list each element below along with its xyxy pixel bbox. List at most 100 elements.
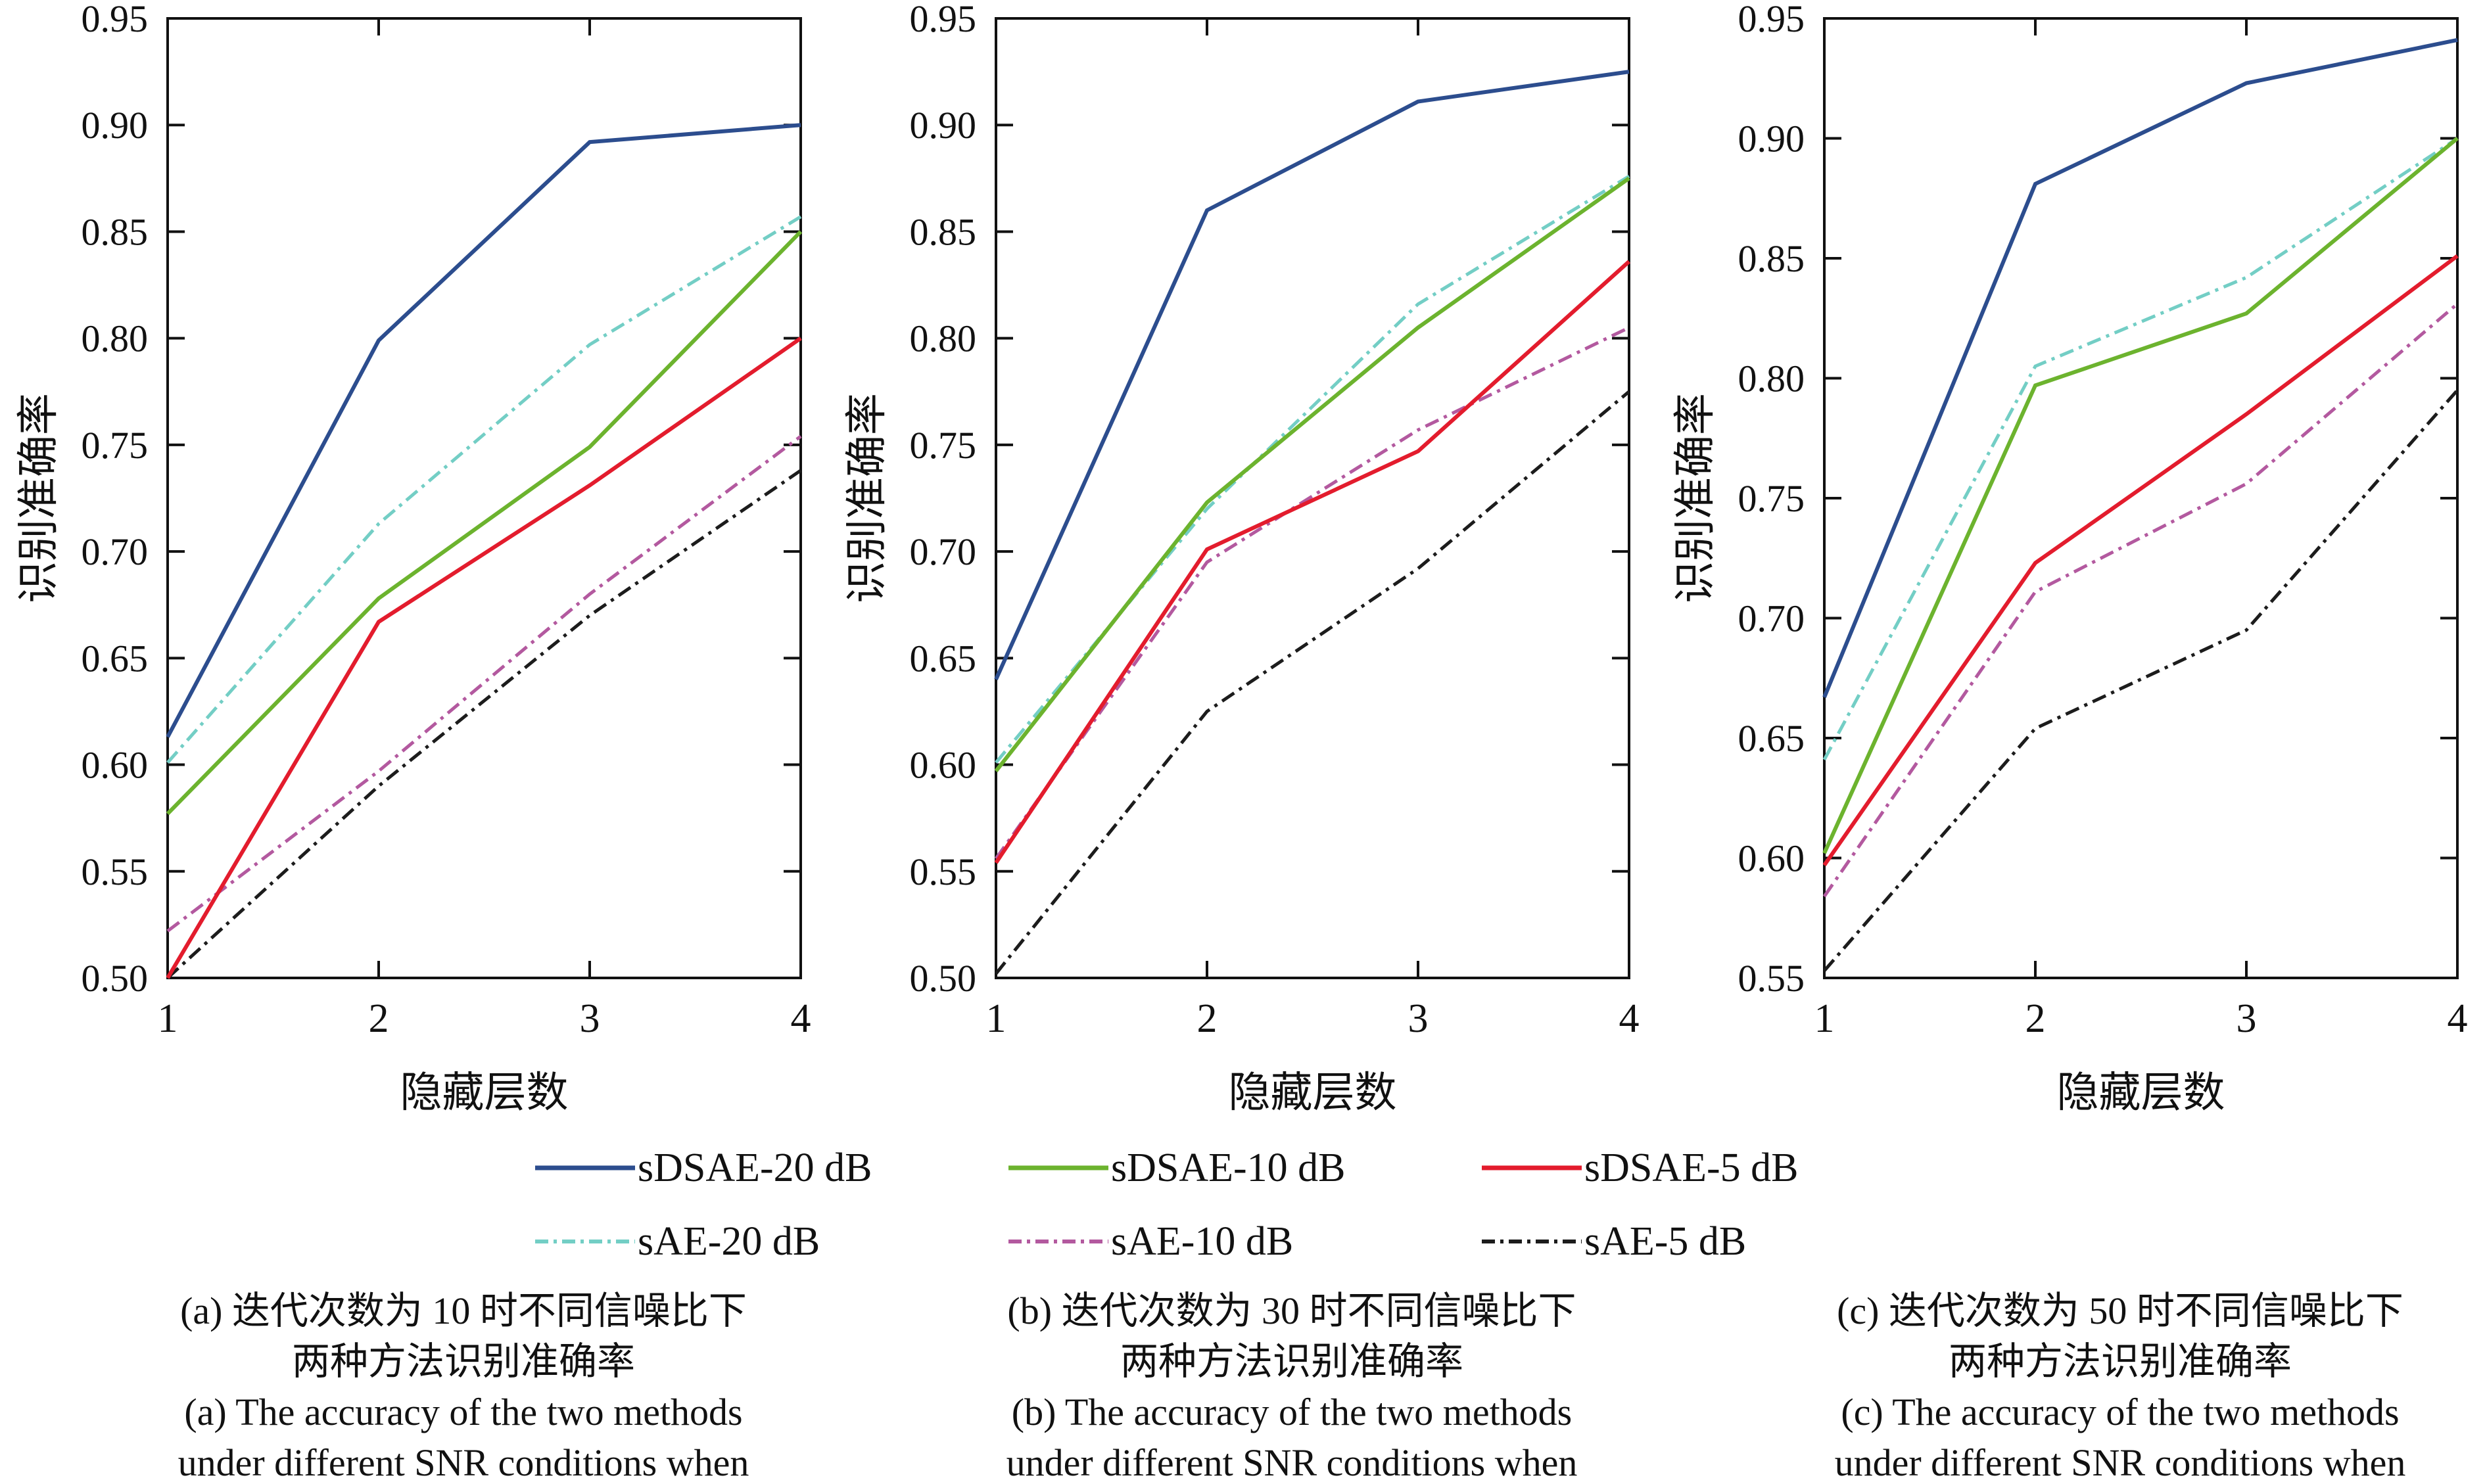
legend-label: sAE-20 dB [638, 1219, 820, 1264]
legend-item-sdsae-5: sDSAE-5 dB [1479, 1142, 1952, 1194]
x-axis-label: 隐藏层数 [1229, 1069, 1397, 1116]
legend-swatch-sae-10-icon [1008, 1240, 1108, 1243]
legend-label: sAE-5 dB [1584, 1219, 1747, 1264]
y-axis-label: 识别准确率 [1672, 393, 1718, 603]
y-tick-label: 0.95 [910, 0, 977, 40]
series-line-sae-20-db [995, 174, 1630, 764]
series-line-sdsae-5-db [166, 336, 802, 979]
caption-line: under different SNR conditions when [178, 1441, 749, 1484]
y-tick-label: 0.85 [82, 210, 149, 253]
x-axis-label: 隐藏层数 [400, 1069, 569, 1116]
y-tick-label: 0.60 [82, 744, 149, 787]
y-tick-label: 0.90 [910, 104, 977, 147]
series-line-sdsae-10-db [166, 230, 803, 816]
legend-label: sDSAE-20 dB [638, 1146, 872, 1190]
caption-c: (c) 迭代次数为 50 时不同信噪比下 两种方法识别准确率 (c) The a… [1657, 1286, 2485, 1484]
legend-swatch-sae-5-icon [1482, 1240, 1582, 1243]
caption-line: 两种方法识别准确率 [1948, 1340, 2292, 1383]
series-line-sdsae-10-db [1822, 137, 2459, 854]
chart-panel-b: 0.50 0.55 0.60 0.65 0.70 0.75 0.80 0.85 0.90 0.95… [828, 0, 1657, 1130]
legend-label: sDSAE-5 dB [1584, 1146, 1799, 1190]
x-tick-label: 4 [1619, 996, 1640, 1041]
y-tick-label: 0.70 [82, 530, 149, 573]
legend-swatch-sdsae-5-icon [1482, 1165, 1582, 1171]
legend-item-sdsae-20: sDSAE-20 dB [532, 1142, 1006, 1194]
y-tick-label: 0.85 [1738, 237, 1805, 280]
series-line-sdsae-5-db [1822, 254, 2459, 867]
caption-line: 两种方法识别准确率 [1120, 1340, 1463, 1383]
legend-label: sAE-10 dB [1111, 1219, 1294, 1264]
x-tick-label: 1 [158, 996, 178, 1041]
x-tick-label: 1 [1814, 996, 1835, 1041]
chart-panel-c: 0.55 0.60 0.65 0.70 0.75 0.80 0.85 0.90 0.95 1 2 3 4… [1657, 0, 2485, 1130]
series-line-sae-20-db [166, 215, 802, 764]
y-tick-label: 0.55 [82, 850, 149, 893]
series-line-sae-5-db [995, 390, 1630, 975]
series-line-sae-5-db [166, 469, 802, 979]
y-tick-label: 0.75 [82, 424, 149, 467]
y-tick-label: 0.65 [82, 637, 149, 680]
series-line-sdsae-20-db [1822, 37, 2458, 699]
y-tick-label: 0.85 [910, 210, 977, 253]
caption-line: (a) 迭代次数为 10 时不同信噪比下 [180, 1289, 747, 1332]
legend-item-sae-5: sAE-5 dB [1479, 1216, 1952, 1267]
series-line-sae-20-db [1822, 137, 2459, 761]
y-tick-label: 0.55 [910, 850, 977, 893]
legend-swatch-sdsae-10-icon [1008, 1165, 1108, 1171]
chart-panel-a: 0.50 0.55 0.60 0.65 0.70 0.75 0.80 0.85 0.90 0.95… [0, 0, 828, 1130]
y-axis-label: 识别准确率 [15, 393, 62, 603]
y-tick-label: 0.80 [910, 317, 977, 360]
y-tick-label: 0.65 [1738, 717, 1805, 760]
series-line-sae-10-db [994, 326, 1630, 860]
series-line-sdsae-20-db [994, 70, 1630, 681]
series-line-sae-10-db [1822, 302, 2459, 898]
y-tick-label: 0.80 [1738, 358, 1805, 400]
x-tick-label: 3 [2236, 996, 2257, 1041]
y-tick-label: 0.50 [910, 957, 977, 1000]
line-chart-b: 0.50 0.55 0.60 0.65 0.70 0.75 0.80 0.85 0.90 0.95… [843, 0, 1640, 1116]
legend-item-sae-10: sAE-10 dB [1006, 1216, 1479, 1267]
x-tick-label: 1 [986, 996, 1006, 1041]
legend-label: sDSAE-10 dB [1111, 1146, 1346, 1190]
plot-frame [995, 17, 1630, 979]
caption-line: under different SNR conditions when [1006, 1441, 1578, 1484]
x-tick-label: 2 [2025, 996, 2046, 1041]
y-tick-label: 0.70 [1738, 597, 1805, 640]
series-line-sae-5-db [1823, 389, 2459, 972]
caption-line: 两种方法识别准确率 [291, 1340, 635, 1383]
y-tick-label: 0.80 [82, 317, 149, 360]
line-chart-c: 0.55 0.60 0.65 0.70 0.75 0.80 0.85 0.90 0.95 1 2 3 4… [1672, 0, 2468, 1116]
y-axis-label: 识别准确率 [843, 393, 890, 603]
caption-line: (a) The accuracy of the two methods [184, 1391, 743, 1434]
caption-a: (a) 迭代次数为 10 时不同信噪比下 两种方法识别准确率 (a) The a… [0, 1286, 828, 1484]
series-line-sae-10-db [166, 434, 802, 933]
caption-line: (b) The accuracy of the two methods [1011, 1391, 1573, 1434]
y-tick-label: 0.70 [910, 530, 977, 573]
caption-line: under different SNR conditions when [1834, 1441, 2406, 1484]
plot-frame [1823, 17, 2459, 979]
y-tick-label: 0.95 [1738, 0, 1805, 40]
x-tick-label: 3 [580, 996, 600, 1041]
legend-item-sae-20: sAE-20 dB [532, 1216, 1006, 1267]
y-tick-label: 0.60 [910, 744, 977, 787]
plot-frame [166, 17, 802, 979]
line-chart-a: 0.50 0.55 0.60 0.65 0.70 0.75 0.80 0.85 0.90 0.95… [15, 0, 811, 1116]
series-line-sdsae-20-db [166, 123, 801, 738]
y-tick-label: 0.90 [1738, 118, 1805, 160]
series-line-sdsae-10-db [994, 176, 1630, 773]
legend-item-sdsae-10: sDSAE-10 dB [1006, 1142, 1479, 1194]
legend-swatch-sae-20-icon [535, 1240, 635, 1243]
x-tick-label: 3 [1408, 996, 1429, 1041]
legend-swatch-sdsae-20-icon [535, 1165, 635, 1171]
captions-row: (a) 迭代次数为 10 时不同信噪比下 两种方法识别准确率 (a) The a… [0, 1286, 2485, 1484]
caption-line: (b) 迭代次数为 30 时不同信噪比下 [1007, 1289, 1576, 1332]
y-tick-label: 0.95 [82, 0, 149, 40]
x-tick-label: 2 [369, 996, 389, 1041]
caption-line: (c) The accuracy of the two methods [1841, 1391, 2400, 1434]
y-tick-label: 0.55 [1738, 957, 1805, 1000]
series-line-sdsae-5-db [994, 260, 1631, 864]
y-tick-label: 0.75 [910, 424, 977, 467]
y-tick-label: 0.75 [1738, 477, 1805, 520]
x-tick-label: 4 [791, 996, 811, 1041]
